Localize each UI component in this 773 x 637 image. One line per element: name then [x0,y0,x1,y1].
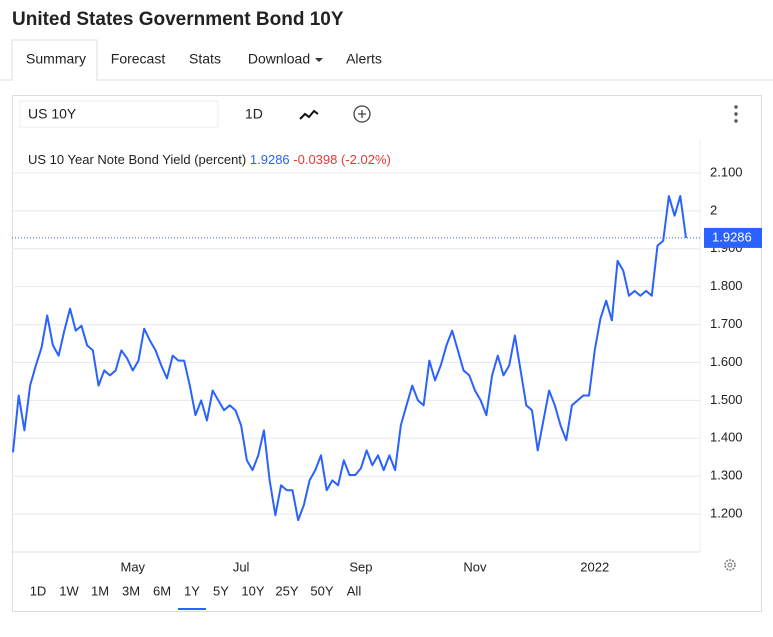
range-button[interactable]: 5Y [213,583,229,598]
dropdown-caret[interactable] [315,58,323,62]
x-tick-label: Sep [349,559,372,574]
tab[interactable]: Alerts [346,51,382,67]
legend-change: -0.0398 (-2.02%) [293,152,391,167]
legend-name: US 10 Year Note Bond Yield (percent) [28,152,246,167]
y-tick-label: 1.700 [710,316,743,331]
tab[interactable]: Forecast [111,51,166,67]
compare-icon[interactable] [353,105,371,123]
legend: US 10 Year Note Bond Yield (percent) 1.9… [28,152,391,167]
last-value-label: 1.9286 [712,229,752,244]
chart-panel [12,95,762,612]
range-button[interactable]: All [347,583,362,598]
range-button[interactable]: 3M [122,583,140,598]
y-tick-label: 2.100 [710,164,743,179]
active-tab-box [11,39,98,80]
y-tick-label: 1.300 [710,468,743,483]
y-tick-label: 1.800 [710,278,743,293]
y-tick-label: 1.600 [710,354,743,369]
last-value-box [704,227,762,248]
range-button[interactable]: 1M [91,583,109,598]
tab[interactable]: Summary [26,51,86,67]
tab[interactable]: Download [248,51,310,67]
settings-icon[interactable] [724,559,736,571]
x-tick-label: May [120,559,145,574]
page-title: United States Government Bond 10Y [12,9,344,30]
range-button[interactable]: 6M [153,583,171,598]
range-button[interactable]: 25Y [275,583,298,598]
chart-type-icon[interactable] [299,109,319,120]
legend-last: 1.9286 [250,152,290,167]
y-tick-label: 1.400 [710,430,743,445]
interval-button[interactable]: 1D [245,106,263,122]
symbol-text: US 10Y [28,106,77,122]
y-tick-label: 1.200 [710,506,743,521]
menu-icon[interactable] [734,105,738,123]
tab[interactable]: Stats [189,51,221,67]
series-line [12,195,687,522]
x-tick-label: 2022 [580,559,609,574]
range-button[interactable]: 50Y [310,583,333,598]
range-button[interactable]: 10Y [241,583,264,598]
range-button[interactable]: 1D [30,583,47,598]
y-tick-label: 1.500 [710,392,743,407]
range-button[interactable]: 1W [59,583,79,598]
y-tick-label: 2 [710,202,717,217]
x-tick-label: Jul [233,559,250,574]
symbol-input[interactable] [19,100,219,128]
x-tick-label: Nov [463,559,487,574]
range-button[interactable]: 1Y [184,583,200,598]
compare-plus [358,110,366,118]
